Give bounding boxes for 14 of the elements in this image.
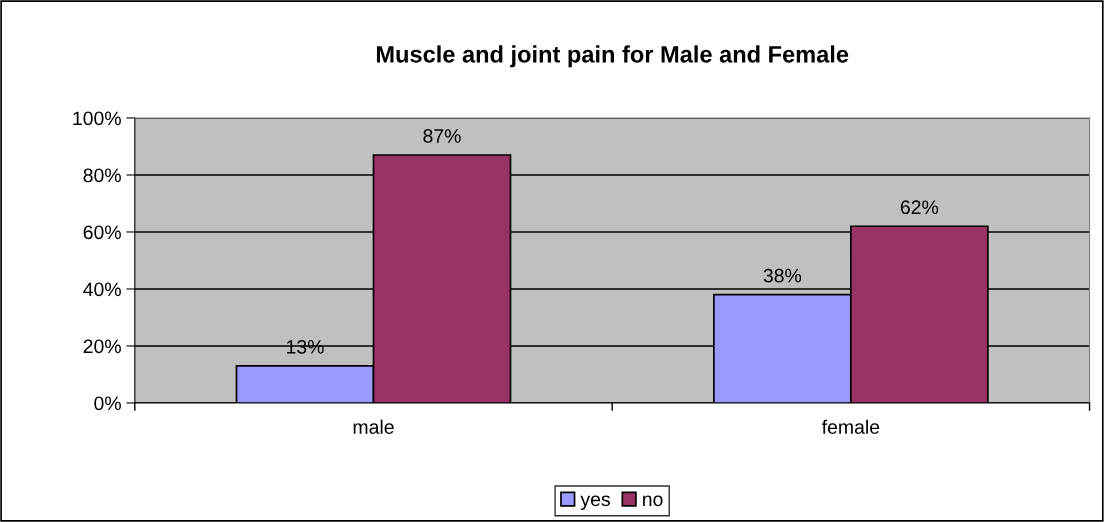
chart-title: Muscle and joint pain for Male and Female — [376, 45, 849, 68]
y-tick-label: 0% — [94, 396, 121, 411]
y-tick-label: 60% — [83, 225, 121, 240]
legend-label: no — [643, 495, 663, 507]
data-label: 38% — [763, 268, 802, 283]
y-tick-label: 80% — [83, 168, 121, 183]
x-tick-label: female — [821, 419, 880, 434]
y-tick-label: 40% — [83, 282, 121, 297]
data-label: 87% — [423, 129, 461, 143]
x-tick-label: male — [353, 419, 394, 434]
y-tick-label: 20% — [83, 339, 121, 354]
y-tick-label: 100% — [73, 111, 121, 126]
legend-label: yes — [580, 495, 610, 510]
data-label: 62% — [900, 200, 939, 215]
